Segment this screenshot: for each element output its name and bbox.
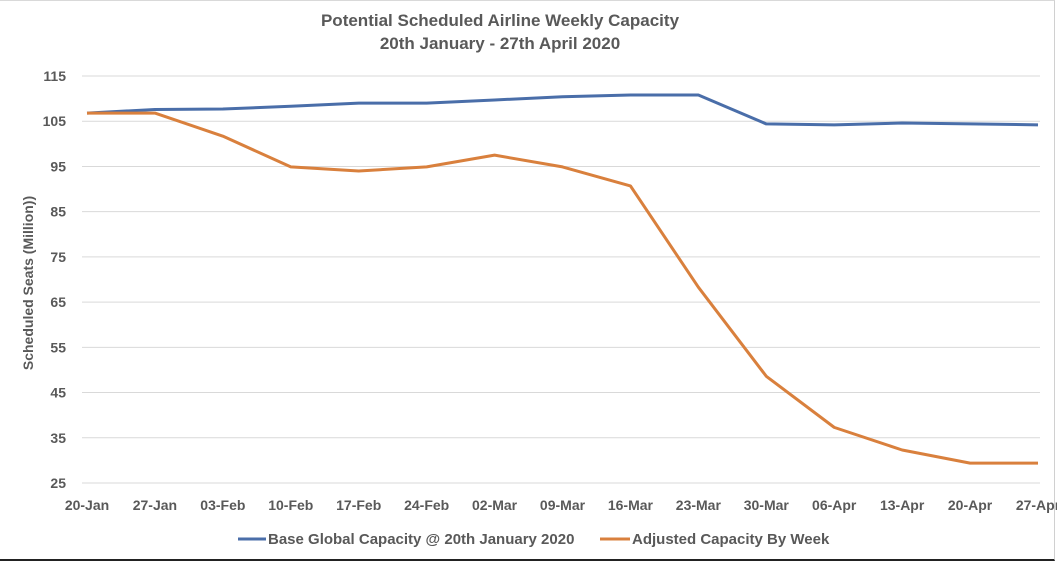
- chart-title: Potential Scheduled Airline Weekly Capac…: [320, 11, 680, 30]
- y-tick-label: 95: [50, 158, 66, 174]
- y-tick-label: 55: [50, 339, 66, 355]
- x-tick-label: 27-Jan: [133, 497, 177, 513]
- legend-label-adjusted: Adjusted Capacity By Week: [632, 531, 830, 548]
- y-tick-label: 75: [50, 249, 66, 265]
- legend-label-base: Base Global Capacity @ 20th January 2020: [268, 531, 574, 548]
- y-axis-ticks: 115 105 95 85 75 65 55 45 35 25: [43, 68, 67, 491]
- series-line-0: [86, 93, 1039, 127]
- x-tick-label: 20-Jan: [65, 497, 109, 513]
- x-tick-label: 27-Apr: [1016, 497, 1057, 513]
- y-axis-label: Scheduled Seats (Million)): [20, 196, 36, 370]
- x-tick-label: 13-Apr: [880, 497, 925, 513]
- x-tick-label: 20-Apr: [948, 497, 993, 513]
- x-tick-label: 24-Feb: [404, 497, 449, 513]
- y-tick-label: 65: [50, 294, 66, 310]
- x-tick-label: 03-Feb: [200, 497, 245, 513]
- legend: Base Global Capacity @ 20th January 2020…: [238, 531, 830, 548]
- chart-subtitle: 20th January - 27th April 2020: [379, 34, 621, 53]
- x-tick-label: 10-Feb: [268, 497, 313, 513]
- x-tick-label: 02-Mar: [472, 497, 518, 513]
- series-line-1: [87, 111, 1038, 465]
- x-tick-label: 17-Feb: [336, 497, 381, 513]
- series-lines: [86, 93, 1039, 465]
- x-tick-label: 30-Mar: [744, 497, 790, 513]
- gridlines: [82, 75, 1040, 484]
- y-tick-label: 35: [50, 430, 66, 446]
- y-tick-label: 25: [50, 475, 66, 491]
- y-tick-label: 105: [43, 113, 67, 129]
- x-tick-label: 23-Mar: [676, 497, 722, 513]
- y-tick-label: 45: [50, 385, 66, 401]
- x-tick-label: 16-Mar: [608, 497, 654, 513]
- x-tick-label: 06-Apr: [812, 497, 857, 513]
- y-tick-label: 85: [50, 204, 66, 220]
- x-axis-ticks: 20-Jan 27-Jan 03-Feb 10-Feb 17-Feb 24-Feb 02-M…: [65, 497, 1057, 513]
- x-tick-label: 09-Mar: [540, 497, 586, 513]
- y-tick-label: 115: [43, 68, 66, 84]
